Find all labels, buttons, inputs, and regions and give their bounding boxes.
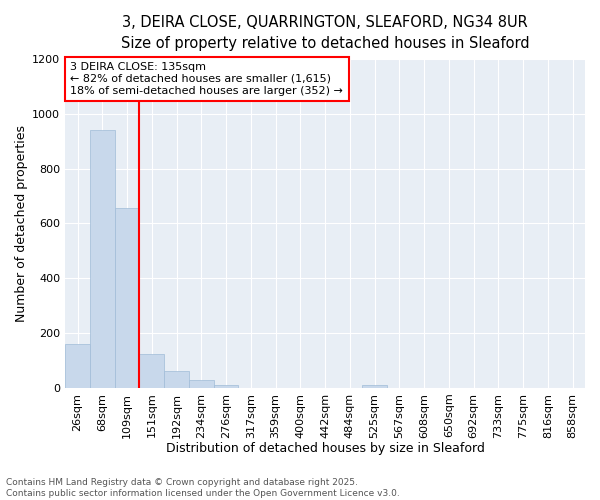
Bar xyxy=(164,372,189,388)
Bar xyxy=(362,385,387,388)
Text: Contains HM Land Registry data © Crown copyright and database right 2025.
Contai: Contains HM Land Registry data © Crown c… xyxy=(6,478,400,498)
Bar xyxy=(90,130,115,388)
Y-axis label: Number of detached properties: Number of detached properties xyxy=(15,125,28,322)
Bar xyxy=(65,344,90,388)
Bar xyxy=(189,380,214,388)
X-axis label: Distribution of detached houses by size in Sleaford: Distribution of detached houses by size … xyxy=(166,442,485,455)
Bar xyxy=(214,384,238,388)
Text: 3 DEIRA CLOSE: 135sqm
← 82% of detached houses are smaller (1,615)
18% of semi-d: 3 DEIRA CLOSE: 135sqm ← 82% of detached … xyxy=(70,62,343,96)
Bar xyxy=(139,354,164,388)
Title: 3, DEIRA CLOSE, QUARRINGTON, SLEAFORD, NG34 8UR
Size of property relative to det: 3, DEIRA CLOSE, QUARRINGTON, SLEAFORD, N… xyxy=(121,15,529,51)
Bar xyxy=(115,208,139,388)
